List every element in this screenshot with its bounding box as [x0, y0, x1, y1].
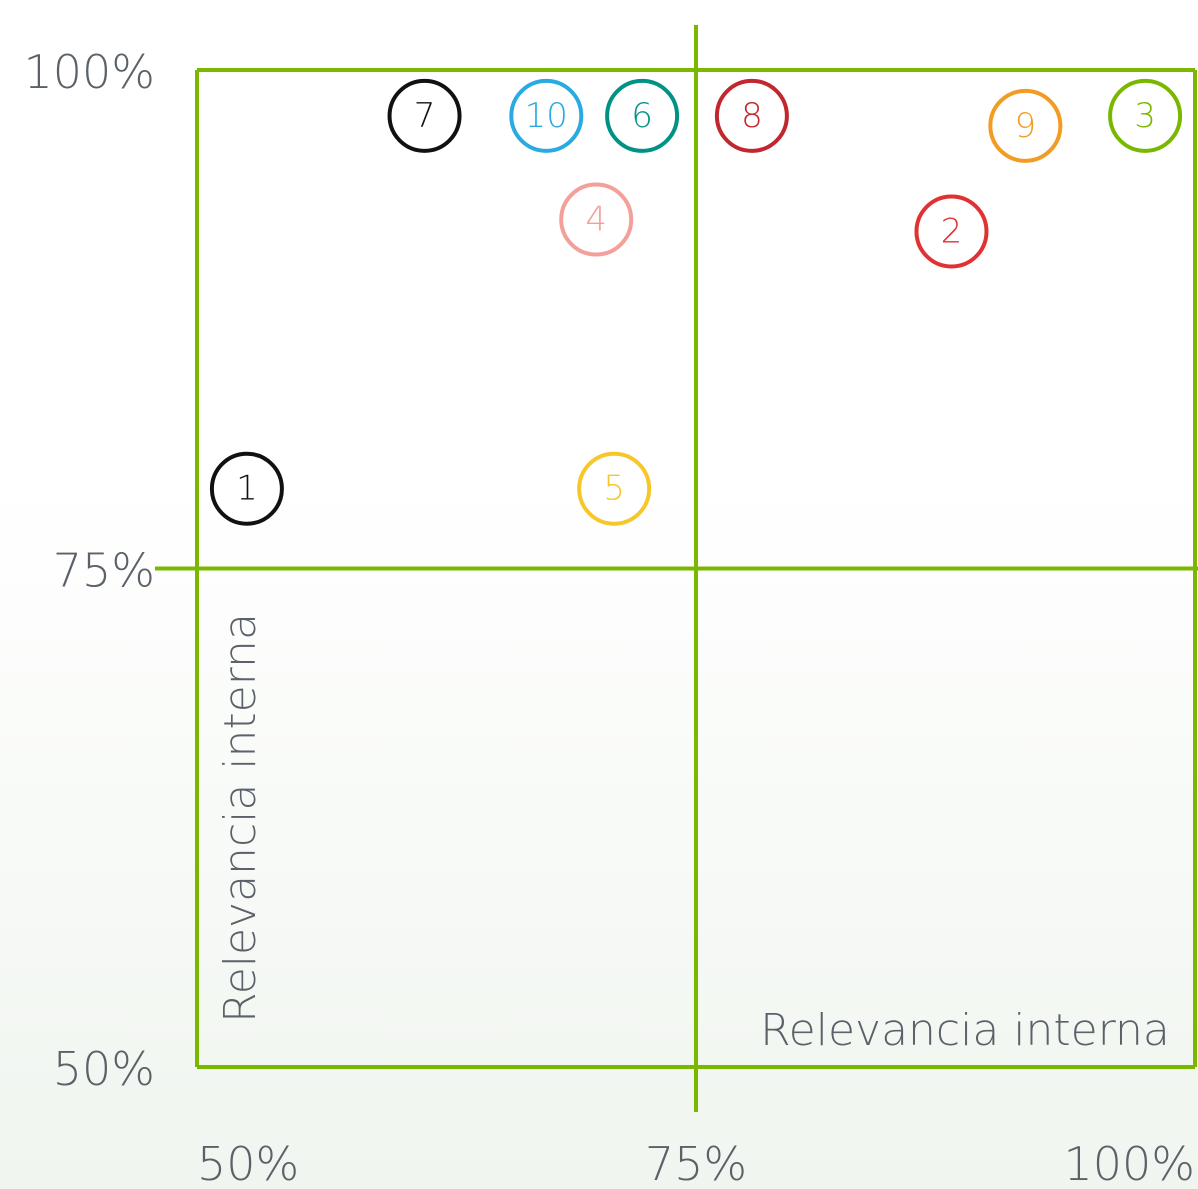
data-point: [714, 78, 789, 153]
y-tick-label: 75%: [53, 544, 155, 598]
y-tick-label: 50%: [53, 1042, 155, 1096]
point-label: 6: [631, 96, 653, 136]
point-label: 8: [741, 96, 763, 136]
point-label: 3: [1134, 96, 1156, 136]
point-label: 5: [603, 469, 625, 509]
data-point: [509, 78, 584, 153]
x-tick-label: 100%: [1063, 1137, 1195, 1189]
x-tick-label: 75%: [645, 1137, 747, 1189]
y-axis-label: Relevancia interna: [215, 613, 266, 1023]
x-tick-label: 50%: [197, 1137, 299, 1189]
point-label: 10: [525, 96, 568, 136]
y-tick-label: 100%: [23, 45, 155, 99]
point-label: 1: [236, 469, 258, 509]
x-axis-label: Relevancia interna: [760, 1005, 1170, 1056]
point-label: 9: [1015, 106, 1037, 146]
data-point: [577, 451, 652, 526]
data-point: [387, 78, 462, 153]
data-point: [605, 78, 680, 153]
data-point: [209, 451, 284, 526]
data-point: [1108, 78, 1183, 153]
point-label: 2: [941, 212, 963, 252]
data-point: [559, 182, 634, 257]
point-label: 4: [585, 200, 607, 240]
point-label: 7: [414, 96, 436, 136]
data-point: [988, 88, 1063, 163]
data-point: [914, 194, 989, 269]
